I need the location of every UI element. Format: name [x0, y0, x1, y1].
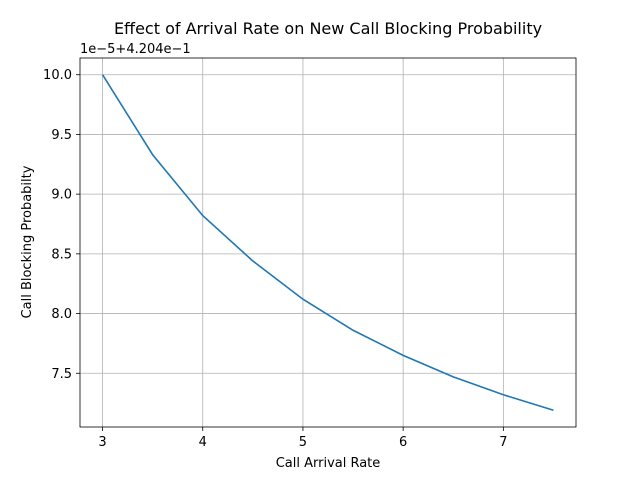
plot-frame	[79, 57, 577, 428]
y-tick-label: 10.0	[43, 68, 72, 83]
x-tick-label: 3	[98, 435, 106, 450]
x-tick-label: 7	[499, 435, 507, 450]
grid-layer	[80, 58, 576, 427]
y-offset-label: 1e−5+4.204e−1	[80, 42, 191, 57]
y-axis-label: Call Blocking Probabilty	[20, 165, 35, 318]
tick-layer: 3 4 5 6 7 7.5 8.0 8.5 9.0 9.5 10.0	[43, 68, 507, 450]
x-tick-label: 4	[199, 435, 207, 450]
y-tick-label: 7.5	[51, 367, 72, 382]
y-tick-label: 8.5	[51, 247, 72, 262]
y-tick-label: 8.0	[51, 307, 72, 322]
x-tick-label: 6	[399, 435, 407, 450]
series-line	[101, 74, 554, 412]
x-axis-label: Call Arrival Rate	[276, 456, 381, 471]
x-tick-label: 5	[299, 435, 307, 450]
y-tick-label: 9.0	[51, 188, 72, 203]
y-tick-label: 9.5	[51, 128, 72, 143]
chart-title: Effect of Arrival Rate on New Call Block…	[114, 19, 542, 38]
